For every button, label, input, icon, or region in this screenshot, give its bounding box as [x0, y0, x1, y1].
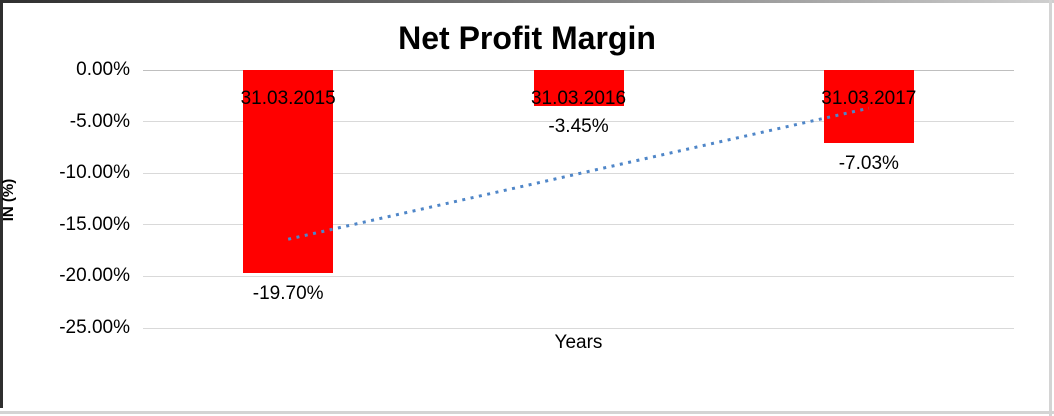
category-label: 31.03.2015: [240, 88, 336, 109]
gridline: [143, 275, 1014, 277]
y-tick-label: 0.00%: [76, 59, 130, 80]
category-label: 31.03.2016: [530, 88, 627, 109]
y-tick-label: -10.00%: [59, 162, 130, 184]
frame-border-top: [0, 0, 1054, 3]
y-tick-label: -20.00%: [59, 265, 130, 287]
frame-border-bottom: [0, 411, 1054, 414]
y-tick-label: -15.00%: [59, 213, 130, 235]
y-tick-label: -25.00%: [59, 317, 130, 338]
chart-title: Net Profit Margin: [398, 20, 656, 56]
x-axis-title: Years: [554, 332, 603, 353]
bar-31.03.2016: [533, 70, 624, 106]
gridline: [143, 327, 1014, 329]
category-label: 31.03.2017: [821, 88, 917, 109]
y-tick-label: -5.00%: [69, 110, 130, 132]
value-label: -3.45%: [548, 115, 609, 137]
value-label: -7.03%: [838, 152, 899, 174]
value-label: -19.70%: [252, 283, 324, 305]
frame-border-left: [0, 0, 3, 408]
frame-border-right: [1049, 0, 1052, 416]
